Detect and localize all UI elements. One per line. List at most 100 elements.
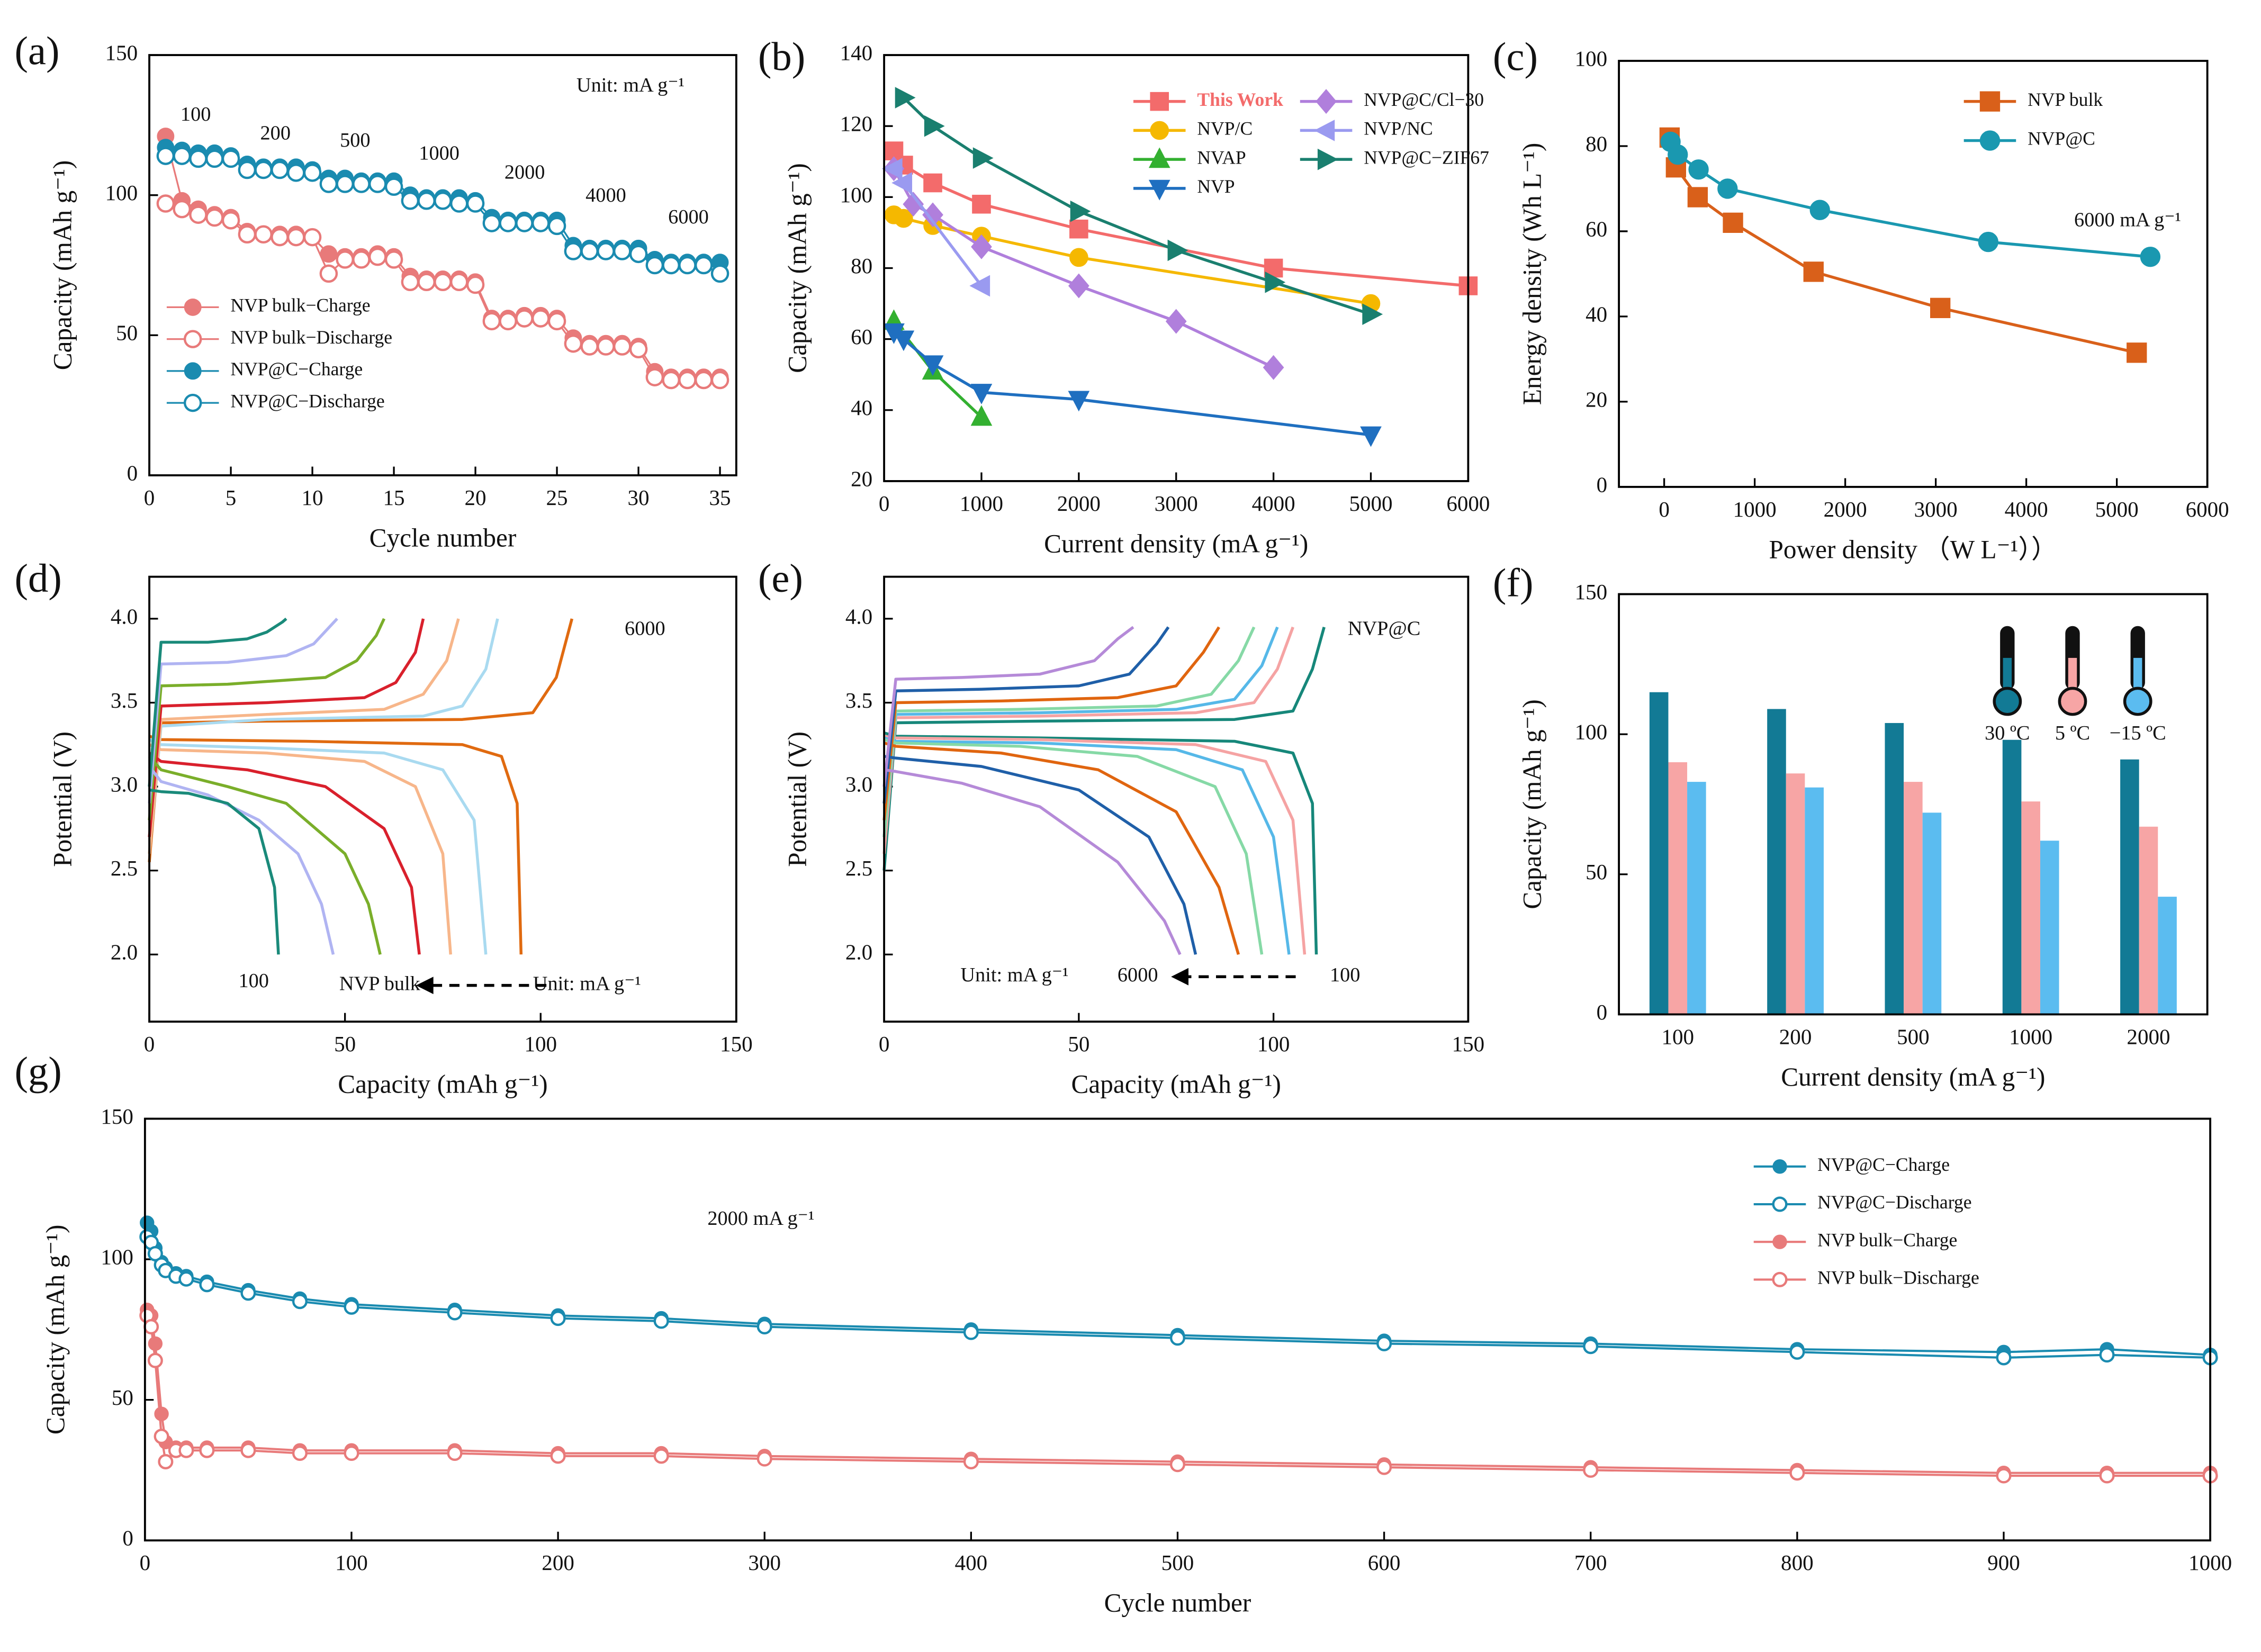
marker xyxy=(532,214,550,232)
y-tick-label: 4.0 xyxy=(845,604,872,628)
bar xyxy=(2040,841,2059,1015)
marker xyxy=(221,149,240,168)
marker xyxy=(344,1446,359,1461)
legend-marker xyxy=(1772,1234,1787,1249)
marker xyxy=(547,216,566,236)
x-tick-label: 20 xyxy=(465,485,487,510)
annotation: 6000 mA g⁻¹ xyxy=(2074,209,2181,231)
legend-marker xyxy=(184,362,202,380)
annotation: Unit: mA g⁻¹ xyxy=(960,964,1068,986)
series-line xyxy=(893,150,1469,287)
legend-label: NVP@C−ZIF67 xyxy=(1364,147,1489,168)
marker xyxy=(1068,273,1089,299)
x-tick-label: 3000 xyxy=(1914,497,1958,521)
marker xyxy=(971,234,992,259)
legend-label: NVP bulk−Discharge xyxy=(1817,1267,1979,1288)
x-axis-title: Power density （W L⁻¹）） xyxy=(1769,535,2057,564)
marker xyxy=(158,1454,174,1469)
marker xyxy=(287,164,305,182)
marker xyxy=(238,225,257,244)
series-line xyxy=(882,626,1279,837)
marker xyxy=(1803,261,1824,282)
x-tick-label: 150 xyxy=(1452,1032,1485,1056)
x-tick-label: 500 xyxy=(1897,1024,1930,1049)
annotation: 2000 xyxy=(505,161,545,183)
x-tick-label: 5 xyxy=(226,485,237,510)
legend-label: NVP bulk−Discharge xyxy=(230,327,392,348)
marker xyxy=(1376,1335,1392,1351)
x-tick-label: 500 xyxy=(1161,1550,1194,1575)
bar xyxy=(2002,739,2022,1015)
series-line xyxy=(148,618,425,837)
annotation: 100 xyxy=(238,970,268,992)
series-line xyxy=(148,617,287,787)
legend-label: This Work xyxy=(1197,89,1283,110)
y-tick-label: 2.5 xyxy=(845,856,872,880)
marker xyxy=(1996,1350,2012,1366)
bar xyxy=(1649,692,1669,1015)
marker xyxy=(221,211,240,230)
marker xyxy=(894,209,913,228)
marker xyxy=(368,175,387,193)
marker xyxy=(653,1448,669,1464)
x-tick-label: 1000 xyxy=(960,491,1003,516)
x-tick-label: 30 xyxy=(628,485,650,510)
series-line xyxy=(149,788,280,955)
x-tick-label: 700 xyxy=(1574,1550,1607,1575)
legend-label: NVP@C−Charge xyxy=(1817,1154,1950,1175)
annotation: 6000 xyxy=(668,206,709,228)
marker xyxy=(564,242,583,260)
y-tick-label: 100 xyxy=(1575,46,1608,70)
legend-marker xyxy=(184,298,202,316)
marker xyxy=(482,312,501,331)
marker xyxy=(922,355,944,376)
legend-marker xyxy=(1979,130,2001,151)
marker xyxy=(384,250,403,269)
series-line xyxy=(882,626,1134,787)
bar xyxy=(1904,782,1923,1015)
annotation: 4000 xyxy=(585,184,626,206)
y-tick-label: 2.0 xyxy=(845,940,872,964)
x-tick-label: 0 xyxy=(140,1550,151,1575)
x-axis-title: Capacity (mAh g⁻¹) xyxy=(1071,1070,1281,1099)
y-axis-title: Capacity (mAh g⁻¹) xyxy=(1518,699,1547,909)
bar xyxy=(2120,759,2139,1015)
x-tick-label: 100 xyxy=(524,1032,557,1056)
annotation: Unit: mA g⁻¹ xyxy=(576,74,684,96)
legend-marker xyxy=(1148,179,1170,201)
marker xyxy=(1069,248,1088,267)
y-tick-label: 4.0 xyxy=(111,604,138,628)
legend-label: NVP@C/Cl−30 xyxy=(1364,89,1484,110)
legend-marker xyxy=(183,393,202,412)
marker xyxy=(147,1245,163,1261)
series-line xyxy=(1668,137,2137,355)
marker xyxy=(893,330,915,351)
marker xyxy=(189,149,208,168)
series-line xyxy=(148,743,452,955)
marker xyxy=(292,1446,308,1461)
marker xyxy=(1789,1344,1805,1360)
marker xyxy=(173,200,191,219)
marker xyxy=(178,1442,194,1458)
x-tick-label: 35 xyxy=(709,485,731,510)
marker xyxy=(1583,1339,1599,1355)
marker xyxy=(1687,187,1708,207)
y-tick-label: 50 xyxy=(112,1385,133,1410)
marker xyxy=(550,1448,566,1464)
marker xyxy=(662,371,680,390)
legend-marker xyxy=(1316,89,1337,114)
marker xyxy=(173,147,191,165)
y-axis-title: Energy density (Wh L⁻¹) xyxy=(1518,143,1547,405)
marker xyxy=(923,173,942,193)
legend-label: −15 ºC xyxy=(2110,722,2166,744)
y-tick-label: 50 xyxy=(1586,860,1607,884)
y-tick-label: 100 xyxy=(101,1245,133,1269)
plot-frame xyxy=(148,54,737,476)
y-tick-label: 0 xyxy=(122,1526,133,1550)
x-tick-label: 100 xyxy=(335,1550,368,1575)
x-tick-label: 3000 xyxy=(1155,491,1198,516)
marker xyxy=(963,1324,979,1340)
series-line xyxy=(148,765,335,955)
annotation: 2000 mA g⁻¹ xyxy=(707,1207,814,1230)
marker xyxy=(154,1429,169,1445)
